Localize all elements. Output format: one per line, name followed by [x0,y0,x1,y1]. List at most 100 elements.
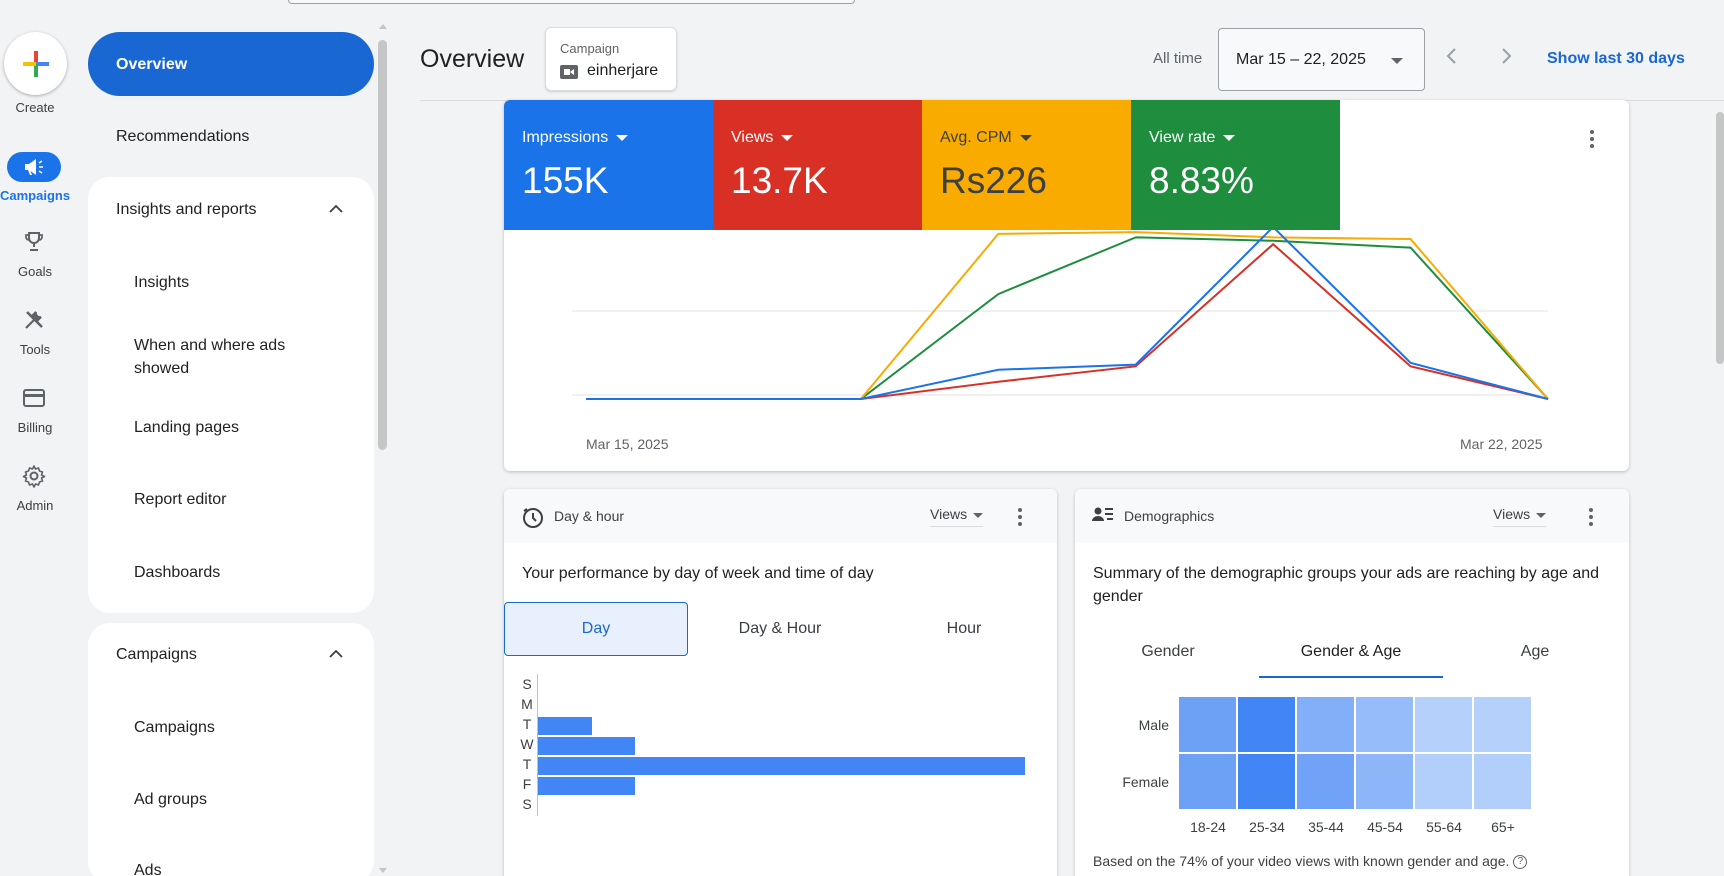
page-title: Overview [420,45,525,73]
metric-tile-impressions[interactable]: Impressions 155K [504,100,713,230]
tab-gender[interactable]: Gender [1141,643,1195,660]
heatmap-cell[interactable] [1179,754,1236,809]
search-bar[interactable] [288,0,855,4]
chevron-left-icon[interactable] [1442,46,1462,66]
tab-age[interactable]: Age [1520,643,1550,660]
views-dropdown[interactable]: Views [930,506,984,527]
sidebar-item-ad-groups[interactable]: Ad groups [134,791,207,808]
heatmap-cell[interactable] [1415,754,1472,809]
show-last-30-days-link[interactable]: Show last 30 days [1547,50,1685,67]
sidebar-item-landing-pages[interactable]: Landing pages [134,419,239,436]
day-bar[interactable] [538,777,636,795]
sidebar-item-report-editor[interactable]: Report editor [134,491,227,508]
sidebar-item-when-and-where[interactable]: When and where ads showed [134,337,286,377]
caret-down-icon [781,134,794,141]
tab-gender-and-age[interactable]: Gender & Age [1300,643,1402,660]
card-header: Demographics Views [1075,489,1629,543]
chevron-right-icon[interactable] [1496,46,1516,66]
metric-value: Rs226 [940,160,1047,201]
campaign-label: Campaign [560,41,620,56]
metric-value: 155K [522,160,609,201]
more-options-icon[interactable] [1589,508,1593,526]
line-chart [572,230,1549,400]
rail-label-campaigns: Campaigns [0,188,71,203]
day-bar[interactable] [538,717,592,735]
campaign-selector[interactable]: Campaign einherjare [545,27,677,91]
heatmap-cell[interactable] [1238,754,1295,809]
main-scrollbar[interactable] [1716,112,1724,364]
scroll-up-arrow[interactable] [379,24,387,29]
insights-section-title[interactable]: Insights and reports [116,201,257,218]
metric-label: Impressions [522,129,609,146]
heatmap-cell[interactable] [1415,697,1472,752]
date-range-select[interactable]: Mar 15 – 22, 2025 [1218,28,1425,91]
heatmap-cell[interactable] [1474,697,1531,752]
heatmap-cell[interactable] [1297,754,1354,809]
metric-label: Views [731,129,774,146]
heatmap-column-label: 18-24 [1190,819,1226,835]
views-dropdown-label: Views [930,506,968,522]
card-description: Summary of the demographic groups your a… [1093,565,1600,605]
video-camera-icon [560,65,578,79]
heatmap-row-label: Female [1122,774,1169,790]
views-dropdown[interactable]: Views [1493,506,1547,527]
create-label: Create [15,100,55,115]
sidebar-item-ads[interactable]: Ads [134,862,162,876]
trophy-icon [25,232,43,251]
metric-tile-avg-cpm[interactable]: Avg. CPM Rs226 [922,100,1131,230]
more-options-icon[interactable] [1018,508,1022,526]
heatmap-cell[interactable] [1474,754,1531,809]
x-axis-start-label: Mar 15, 2025 [586,436,669,452]
sidebar-item-insights[interactable]: Insights [134,274,190,291]
day-label: S [522,796,532,812]
sidebar-item-overview[interactable]: Overview [88,32,374,96]
more-options-icon[interactable] [1590,130,1594,148]
insights-section-card [88,177,374,613]
tab-day[interactable]: Day [504,602,688,656]
metric-label: View rate [1149,129,1216,146]
sidebar-item-recommendations[interactable]: Recommendations [116,128,250,145]
caret-down-icon [1391,58,1403,64]
scroll-down-arrow[interactable] [379,868,387,873]
caret-down-icon [1019,134,1032,141]
metric-tile-view-rate[interactable]: View rate 8.83% [1131,100,1340,230]
metric-value: 13.7K [731,160,828,201]
sidebar-scrollbar[interactable] [378,40,387,450]
campaign-name: einherjare [587,62,659,79]
date-range-value: Mar 15 – 22, 2025 [1236,51,1366,68]
tab-hour[interactable]: Hour [946,620,982,637]
heatmap-cell[interactable] [1238,697,1295,752]
y-axis-line [537,674,538,816]
tab-day-and-hour[interactable]: Day & Hour [738,620,822,637]
heatmap-column-label: 35-44 [1308,819,1344,835]
metric-label: Avg. CPM [940,129,1012,146]
day-label: S [522,676,532,692]
metric-tile-views[interactable]: Views 13.7K [713,100,922,230]
campaigns-section-title[interactable]: Campaigns [116,646,197,663]
day-label: F [522,776,532,792]
credit-card-icon [23,389,45,407]
heatmap-cell[interactable] [1179,697,1236,752]
heatmap-cell[interactable] [1356,697,1413,752]
heatmap-column-label: 65+ [1491,819,1515,835]
day-bar[interactable] [538,757,1025,775]
chevron-up-icon[interactable] [328,646,344,662]
all-time-label: All time [1153,50,1203,67]
heatmap-cell[interactable] [1297,697,1354,752]
chevron-up-icon[interactable] [328,201,344,217]
sidebar-item-campaigns[interactable]: Campaigns [134,719,215,736]
megaphone-icon [25,159,43,175]
heatmap-column-label: 25-34 [1249,819,1285,835]
sidebar-item-dashboards[interactable]: Dashboards [134,564,221,581]
caret-down-icon [1223,134,1236,141]
rail-label-admin: Admin [16,498,54,513]
day-label: T [522,716,532,732]
series-line-impressions [586,230,1549,400]
day-label: W [520,736,534,752]
rail-label-billing: Billing [17,420,53,435]
metric-value: 8.83% [1149,160,1254,201]
day-bar[interactable] [538,737,636,755]
heatmap-cell[interactable] [1356,754,1413,809]
create-button[interactable] [4,32,67,95]
help-icon[interactable]: ? [1513,855,1528,870]
